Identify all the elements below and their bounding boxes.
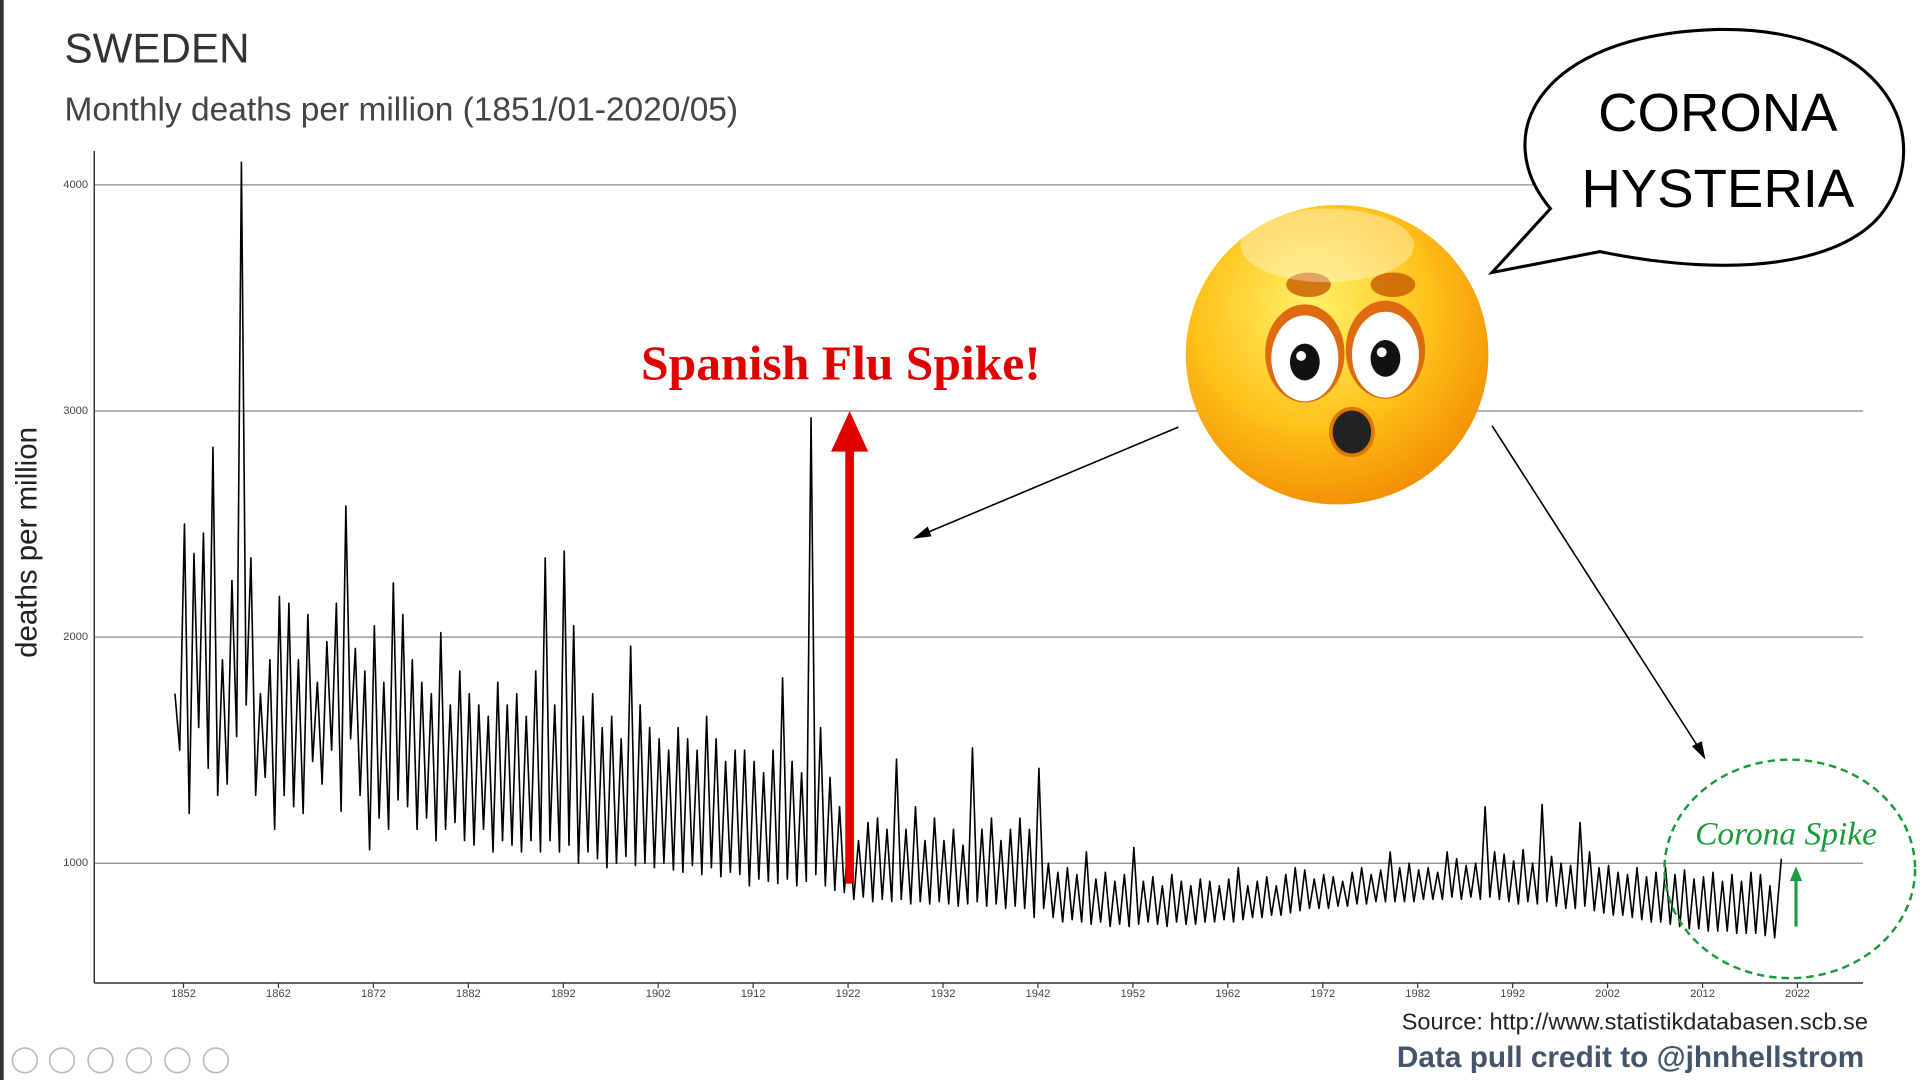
x-tick-label: 1972 <box>1310 988 1335 1000</box>
annotation-arrows <box>831 411 1917 980</box>
x-tick-label: 1952 <box>1120 988 1145 1000</box>
x-tick-label: 2002 <box>1595 988 1620 1000</box>
x-tick-label: 1962 <box>1215 988 1240 1000</box>
y-tick-label: 3000 <box>63 405 88 417</box>
source: Source: http://www.statistikdatabasen.sc… <box>1402 1009 1868 1035</box>
slideshow-controls <box>11 1047 230 1074</box>
bubble-text: HYSTERIA <box>1581 158 1855 219</box>
x-tick-label: 1862 <box>266 988 291 1000</box>
axes: 1000 2000 3000 4000 1852 1862 1872 1882 1892 1902… <box>63 150 1863 1000</box>
x-tick-label: 1992 <box>1500 988 1525 1000</box>
x-tick-label: 1942 <box>1026 988 1051 1000</box>
control-more[interactable] <box>202 1047 230 1074</box>
bubble-text: CORONA <box>1598 82 1838 143</box>
shocked-emoji <box>1185 204 1489 505</box>
control-slides[interactable] <box>125 1047 153 1074</box>
speech-bubble <box>1487 27 1906 275</box>
x-tick-label: 1902 <box>646 988 671 1000</box>
y-axis-label: deaths per million <box>10 427 43 658</box>
x-tick-label: 1852 <box>171 988 196 1000</box>
x-tick-label: 1982 <box>1405 988 1430 1000</box>
control-pen[interactable] <box>87 1047 114 1074</box>
y-tick-label: 2000 <box>63 631 88 643</box>
chart-subtitle: Monthly deaths per million (1851/01-2020… <box>64 92 738 129</box>
control-prev[interactable] <box>11 1047 39 1074</box>
plot <box>174 161 1783 939</box>
x-tick-label: 2012 <box>1690 988 1715 1000</box>
x-tick-label: 1882 <box>456 988 481 1000</box>
corona-label: Corona Spike <box>1695 816 1877 853</box>
control-zoom[interactable] <box>164 1047 191 1074</box>
control-next[interactable] <box>48 1047 76 1074</box>
y-tick-label: 4000 <box>63 179 88 191</box>
x-tick-label: 1872 <box>361 988 386 1000</box>
x-tick-label: 1932 <box>931 988 956 1000</box>
x-tick-label: 1922 <box>836 988 861 1000</box>
credit: Data pull credit to @jhnhellstrom <box>1397 1041 1864 1074</box>
left-edge <box>0 0 4 1080</box>
data-line <box>174 161 1783 939</box>
chart-title: SWEDEN <box>64 25 249 72</box>
spanish-flu-label: Spanish Flu Spike! <box>641 336 1041 391</box>
x-tick-label: 1892 <box>551 988 576 1000</box>
x-tick-label: 2022 <box>1785 988 1810 1000</box>
x-tick-label: 1912 <box>741 988 766 1000</box>
y-tick-label: 1000 <box>63 857 88 869</box>
